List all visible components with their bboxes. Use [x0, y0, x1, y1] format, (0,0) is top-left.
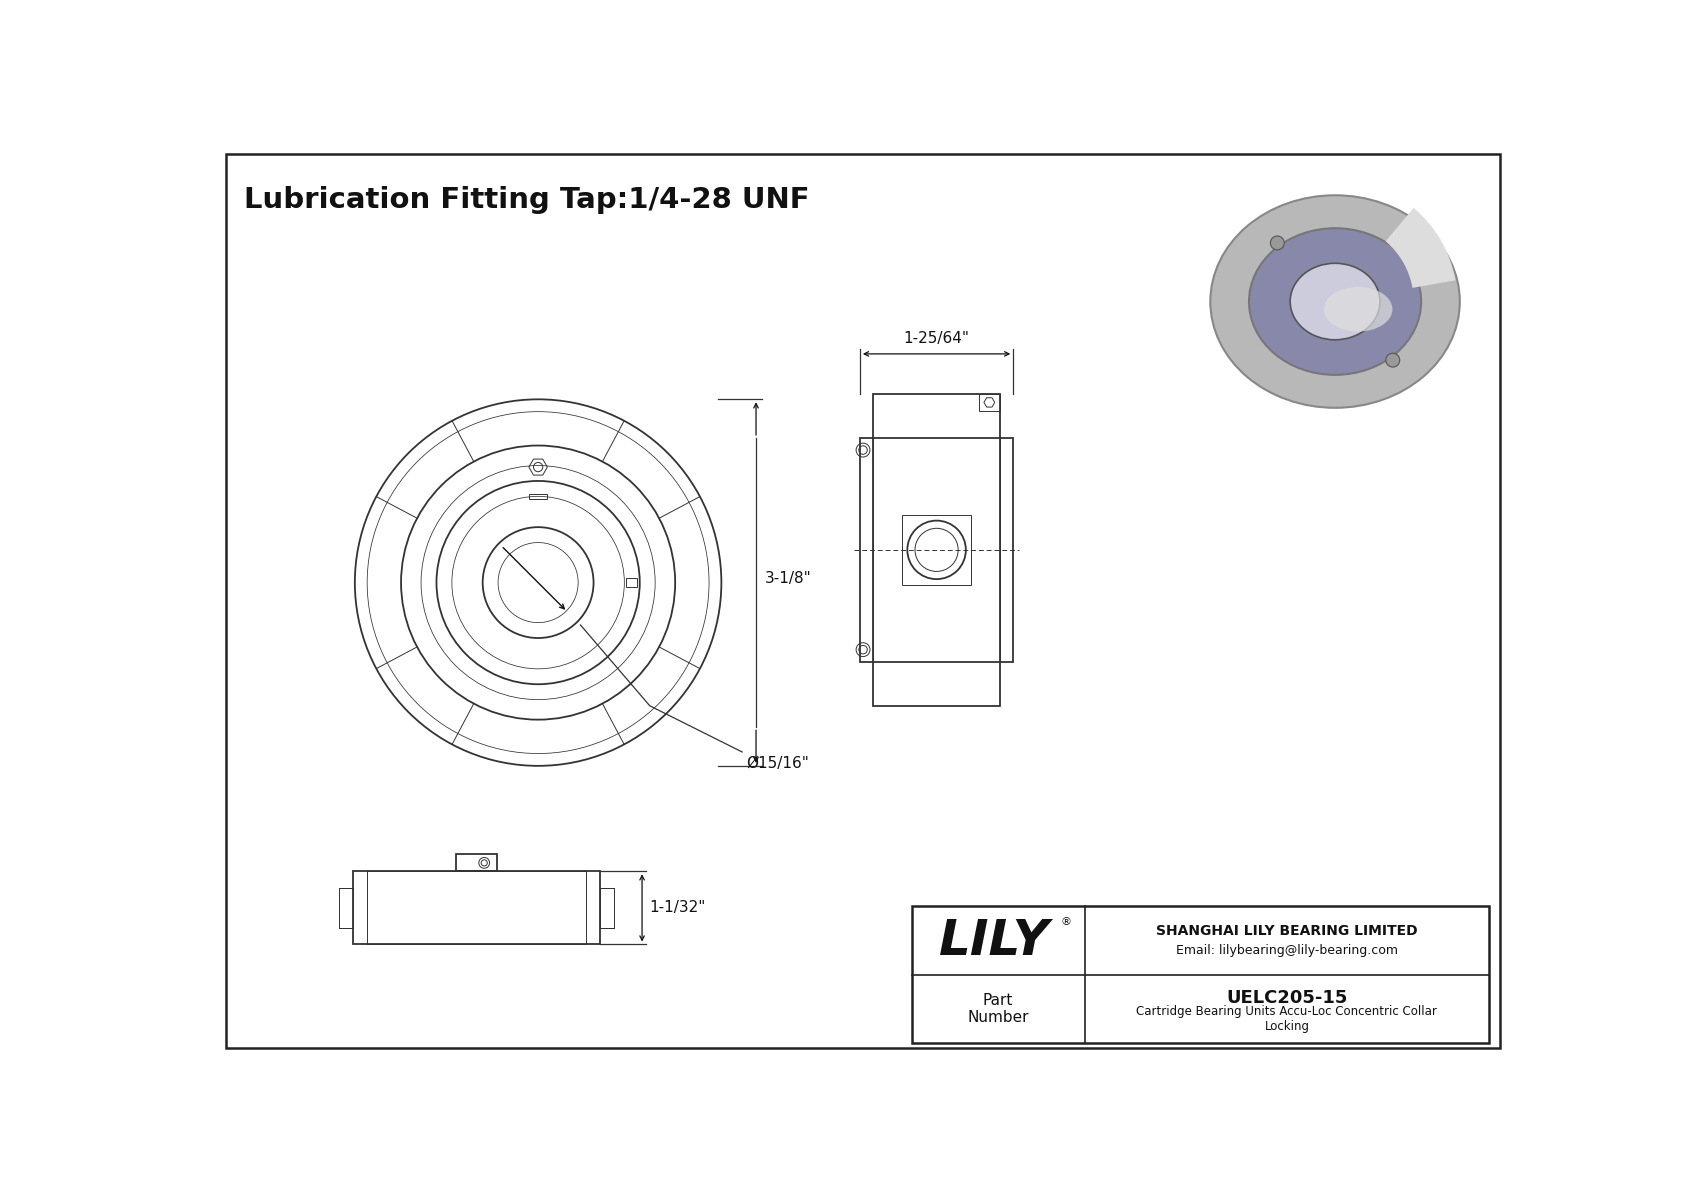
Ellipse shape: [1211, 195, 1460, 407]
Bar: [600, 887, 613, 928]
Bar: [861, 437, 1014, 662]
Text: ®: ®: [1059, 917, 1071, 928]
Ellipse shape: [1250, 229, 1421, 375]
Text: Email: lilybearing@lily-bearing.com: Email: lilybearing@lily-bearing.com: [1175, 944, 1398, 958]
Text: Cartridge Bearing Units Accu-Loc Concentric Collar
Locking: Cartridge Bearing Units Accu-Loc Concent…: [1137, 1005, 1438, 1033]
Text: SHANGHAI LILY BEARING LIMITED: SHANGHAI LILY BEARING LIMITED: [1157, 924, 1418, 937]
Bar: [978, 394, 1000, 411]
Wedge shape: [1386, 208, 1455, 288]
Bar: [911, 906, 1489, 1043]
Bar: [903, 516, 972, 585]
Text: UELC205-15: UELC205-15: [1226, 989, 1347, 1006]
Circle shape: [1270, 236, 1285, 250]
Text: 3-1/8": 3-1/8": [765, 572, 812, 586]
Ellipse shape: [1290, 263, 1379, 339]
Text: LILY: LILY: [940, 917, 1049, 965]
Bar: [456, 854, 497, 872]
Bar: [367, 872, 586, 944]
Text: Lubrication Fitting Tap:1/4-28 UNF: Lubrication Fitting Tap:1/4-28 UNF: [244, 186, 810, 214]
Bar: [529, 494, 547, 499]
Bar: [872, 394, 1000, 706]
Text: Ø15/16": Ø15/16": [746, 756, 808, 771]
Text: 1-25/64": 1-25/64": [904, 331, 970, 347]
Circle shape: [1386, 354, 1399, 367]
Ellipse shape: [1211, 195, 1460, 407]
Text: 1-1/32": 1-1/32": [650, 900, 706, 916]
Bar: [354, 872, 600, 944]
Text: Part
Number: Part Number: [967, 993, 1029, 1025]
Ellipse shape: [1324, 287, 1393, 331]
Bar: [340, 887, 354, 928]
Bar: [626, 578, 638, 587]
